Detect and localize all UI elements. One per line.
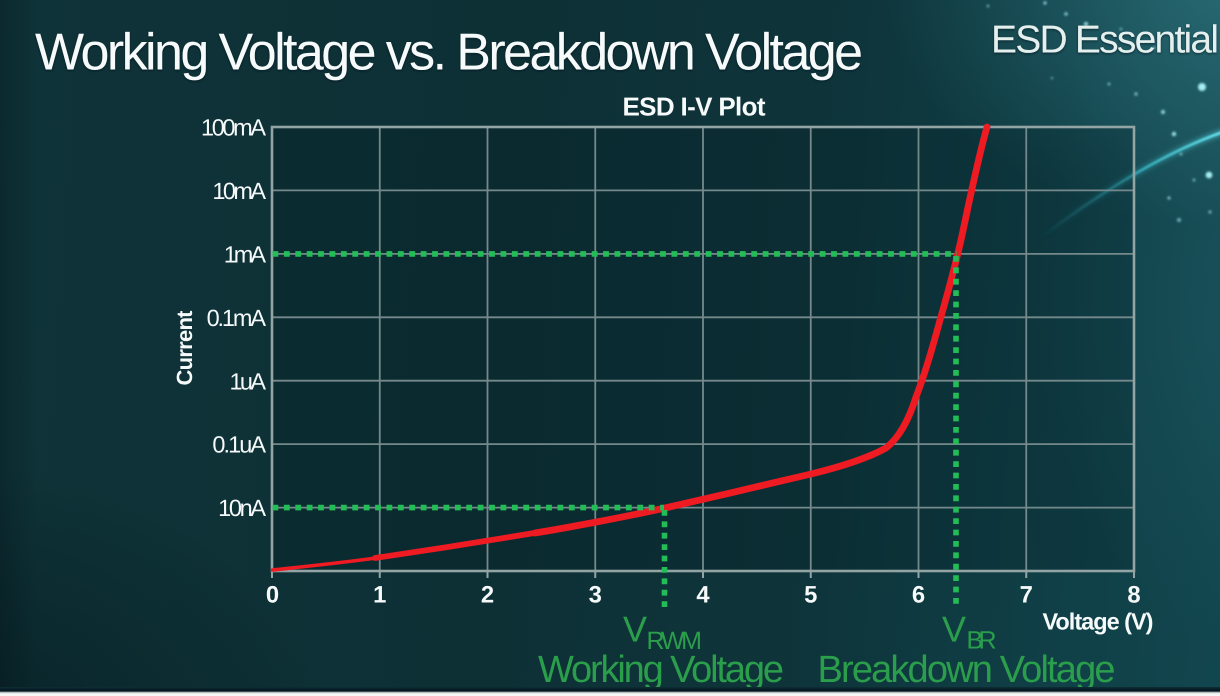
svg-text:V: V	[623, 609, 647, 650]
svg-text:V: V	[942, 609, 966, 650]
svg-text:1mA: 1mA	[224, 241, 267, 267]
svg-text:ESD I-V Plot: ESD I-V Plot	[623, 92, 766, 122]
svg-text:4: 4	[696, 582, 710, 609]
svg-text:1: 1	[373, 582, 386, 609]
svg-text:2: 2	[481, 582, 494, 609]
svg-text:1uA: 1uA	[230, 368, 267, 394]
svg-text:10nA: 10nA	[218, 495, 266, 521]
svg-text:0.1mA: 0.1mA	[207, 305, 267, 331]
svg-text:Current: Current	[172, 310, 197, 386]
svg-text:6: 6	[912, 582, 925, 609]
svg-text:10mA: 10mA	[212, 178, 266, 204]
svg-text:RWM: RWM	[647, 627, 703, 655]
svg-text:Working Voltage: Working Voltage	[538, 649, 784, 691]
svg-text:Working Voltage vs. Breakdown: Working Voltage vs. Breakdown Voltage	[35, 24, 863, 82]
svg-text:Breakdown Voltage: Breakdown Voltage	[818, 649, 1116, 691]
svg-text:5: 5	[804, 582, 817, 609]
svg-text:0: 0	[266, 582, 279, 609]
svg-text:BR: BR	[967, 627, 997, 655]
svg-text:7: 7	[1020, 582, 1033, 609]
svg-text:100mA: 100mA	[201, 115, 266, 141]
svg-text:ESD Essential: ESD Essential	[991, 18, 1219, 61]
svg-text:3: 3	[589, 582, 602, 609]
svg-text:Voltage (V): Voltage (V)	[1043, 609, 1154, 635]
svg-text:8: 8	[1127, 582, 1140, 609]
svg-text:0.1uA: 0.1uA	[212, 432, 266, 458]
